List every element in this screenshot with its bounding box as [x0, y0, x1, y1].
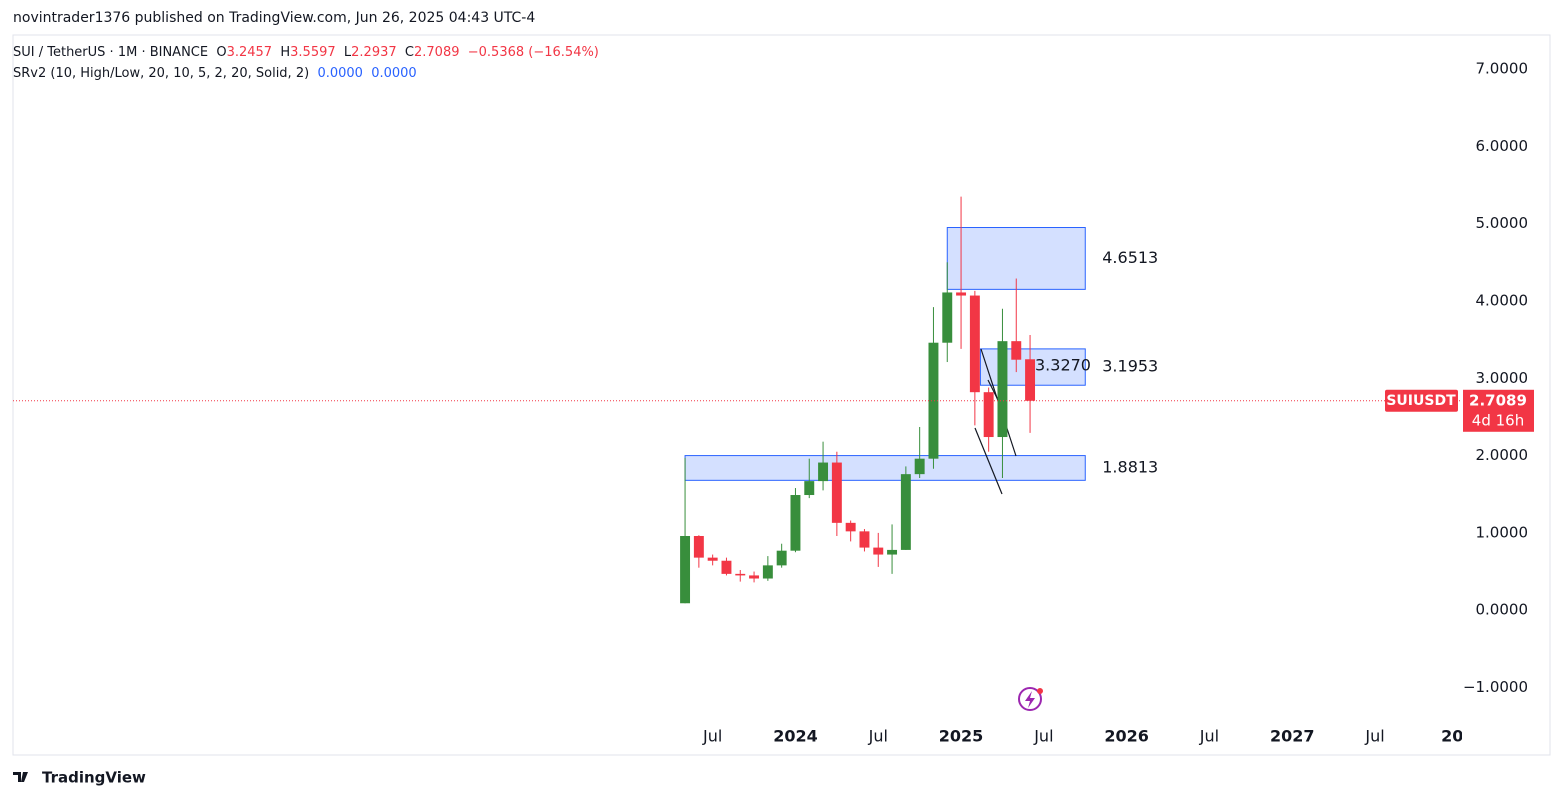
- candle-body: [680, 535, 691, 604]
- ohlc-key: L: [343, 45, 352, 60]
- y-tick-label: 7.0000: [1476, 60, 1529, 78]
- ohlc-value: 3.5597: [290, 45, 336, 60]
- ohlc-key: H: [280, 45, 291, 60]
- ohlc-value: 2.7089: [414, 45, 460, 60]
- candle-body: [942, 292, 953, 343]
- y-tick-label: 3.0000: [1476, 369, 1529, 387]
- candle-body: [997, 341, 1008, 438]
- candle-body: [762, 565, 773, 579]
- zone-label: 3.1953: [1102, 357, 1158, 376]
- zone-label: 1.8813: [1102, 457, 1158, 476]
- ohlc-value: 2.2937: [351, 45, 397, 60]
- y-tick-label: −1.0000: [1463, 678, 1528, 696]
- y-tick-label: 5.0000: [1476, 214, 1529, 232]
- candle-body: [956, 292, 967, 296]
- change: −0.5368 (−16.54%): [467, 45, 599, 60]
- price-tag: 2.7089: [1469, 391, 1527, 409]
- symbol-tag-bg: [1385, 389, 1458, 412]
- symbol-tag: SUIUSDT: [1386, 393, 1456, 409]
- candle-body: [900, 474, 911, 550]
- chart-frame: [12, 34, 1551, 756]
- candle-body: [887, 549, 898, 555]
- candle-body: [845, 522, 856, 532]
- candle-body: [914, 458, 925, 475]
- x-tick-label: Jul: [1364, 727, 1384, 746]
- candle-body: [804, 481, 815, 496]
- candle-body: [831, 462, 842, 523]
- candle-body: [1025, 359, 1036, 401]
- indicator: SRv2 (10, High/Low, 20, 10, 5, 2, 20, So…: [13, 66, 310, 81]
- indicator-value: 0.0000: [371, 66, 417, 81]
- indicator-line: SRv2 (10, High/Low, 20, 10, 5, 2, 20, So…: [13, 66, 417, 81]
- candle-body: [776, 550, 787, 566]
- zone-label: 4.6513: [1102, 248, 1158, 267]
- y-tick-label: 6.0000: [1476, 137, 1529, 155]
- candle-body: [859, 531, 870, 548]
- x-tick-label: Jul: [1199, 727, 1219, 746]
- ohlc-value: 3.2457: [226, 45, 273, 60]
- annotation: 3.3270: [1035, 356, 1091, 375]
- candle-body: [1011, 341, 1022, 360]
- candle-body: [721, 560, 732, 574]
- x-tick-label: Jul: [702, 727, 722, 746]
- x-tick-label: Jul: [1033, 727, 1053, 746]
- y-tick-label: 0.0000: [1476, 601, 1529, 619]
- y-tick-label: 2.0000: [1476, 446, 1529, 464]
- candle-body: [707, 557, 718, 561]
- legend-line: SUI / TetherUS · 1M · BINANCE O3.2457 H3…: [13, 45, 599, 60]
- candle-body: [790, 495, 801, 551]
- candle-body: [969, 295, 980, 393]
- ohlc-key: C: [404, 45, 414, 60]
- zone: [684, 455, 1086, 481]
- lightning-icon: [1018, 687, 1043, 711]
- x-tick-label: 2025: [939, 727, 984, 746]
- ohlc-key: O: [216, 45, 227, 60]
- published: novintrader1376 published on TradingView…: [13, 10, 536, 26]
- x-tick-label: 202: [1441, 727, 1474, 746]
- x-tick-label: Jul: [868, 727, 888, 746]
- x-tick-label: 2024: [773, 727, 818, 746]
- x-tick-label: 2026: [1104, 727, 1149, 746]
- candle-body: [749, 575, 760, 579]
- candle-body: [928, 342, 939, 459]
- price-tag-bg: [1463, 389, 1534, 432]
- indicator-value: 0.0000: [317, 66, 363, 81]
- brand: TradingView: [42, 769, 146, 787]
- symbol: SUI / TetherUS · 1M · BINANCE: [13, 45, 209, 60]
- candle-body: [983, 392, 994, 438]
- y-tick-label: 1.0000: [1476, 523, 1529, 541]
- candle-body: [873, 547, 884, 555]
- countdown: 4d 16h: [1472, 411, 1524, 429]
- candle-body: [693, 535, 704, 558]
- footer-logo: TradingView: [13, 769, 146, 787]
- y-tick-label: 4.0000: [1476, 291, 1529, 309]
- candle-body: [735, 573, 746, 576]
- candle-body: [818, 462, 829, 482]
- x-tick-label: 2027: [1270, 727, 1315, 746]
- trend-line: [974, 427, 1003, 495]
